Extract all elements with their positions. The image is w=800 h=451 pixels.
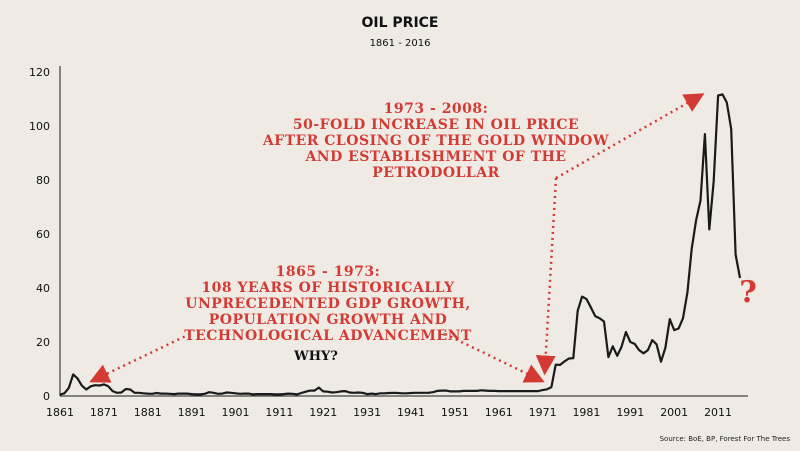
early-annotation-line-5: TECHNOLOGICAL ADVANCEMENT	[184, 328, 472, 344]
source-note: Source: BoE, BP, Forest For The Trees	[660, 435, 791, 443]
x-tick-label: 1901	[221, 406, 249, 419]
y-tick-label: 20	[36, 336, 50, 349]
chart-subtitle: 1861 - 2016	[370, 38, 431, 49]
x-tick-label: 1991	[616, 406, 644, 419]
x-tick-label: 1981	[572, 406, 600, 419]
y-tick-labels: 0 20 40 60 80 100 120	[29, 66, 50, 403]
late-period-annotation: 1973 - 2008: 50-FOLD INCREASE IN OIL PRI…	[262, 101, 609, 181]
y-tick-label: 0	[43, 390, 50, 403]
x-tick-label: 1891	[178, 406, 206, 419]
x-tick-label: 1941	[397, 406, 425, 419]
y-tick-label: 80	[36, 174, 50, 187]
x-tick-label: 1931	[353, 406, 381, 419]
x-tick-labels: 1861 1871 1881 1891 1901 1911 1921 1931 1941 1951…	[46, 406, 732, 419]
x-tick-label: 1961	[485, 406, 513, 419]
y-tick-label: 100	[29, 120, 50, 133]
late-annotation-line-1: 1973 - 2008:	[384, 101, 489, 117]
chart-title: OIL PRICE	[362, 15, 439, 31]
x-tick-label: 1971	[529, 406, 557, 419]
x-tick-label: 1881	[134, 406, 162, 419]
early-annotation-line-4: POPULATION GROWTH AND	[209, 312, 448, 328]
x-tick-label: 1871	[90, 406, 118, 419]
early-annotation-line-2: 108 YEARS OF HISTORICALLY	[201, 280, 455, 296]
arrow-down-to-1973	[535, 177, 558, 376]
x-tick-label: 1861	[46, 406, 74, 419]
early-period-annotation: 1865 - 1973: 108 YEARS OF HISTORICALLY U…	[184, 264, 472, 344]
x-tick-label: 1921	[309, 406, 337, 419]
x-tick-label: 1951	[441, 406, 469, 419]
late-annotation-line-4: AND ESTABLISHMENT OF THE	[304, 149, 566, 165]
why-label: WHY?	[293, 349, 338, 364]
early-annotation-line-3: UNPRECEDENTED GDP GROWTH,	[185, 296, 470, 312]
late-annotation-line-2: 50-FOLD INCREASE IN OIL PRICE	[293, 117, 579, 133]
early-annotation-line-1: 1865 - 1973:	[276, 264, 381, 280]
question-mark: ?	[739, 275, 757, 310]
y-tick-label: 60	[36, 228, 50, 241]
y-tick-label: 120	[29, 66, 50, 79]
axes	[59, 66, 748, 397]
x-tick-label: 2001	[660, 406, 688, 419]
arrow-to-1865	[89, 332, 191, 383]
x-tick-label: 1911	[265, 406, 293, 419]
x-tick-label: 2011	[704, 406, 732, 419]
oil-price-line	[59, 93, 742, 396]
late-annotation-line-5: PETRODOLLAR	[372, 165, 499, 181]
late-annotation-line-3: AFTER CLOSING OF THE GOLD WINDOW	[262, 133, 609, 149]
y-tick-label: 40	[36, 282, 50, 295]
